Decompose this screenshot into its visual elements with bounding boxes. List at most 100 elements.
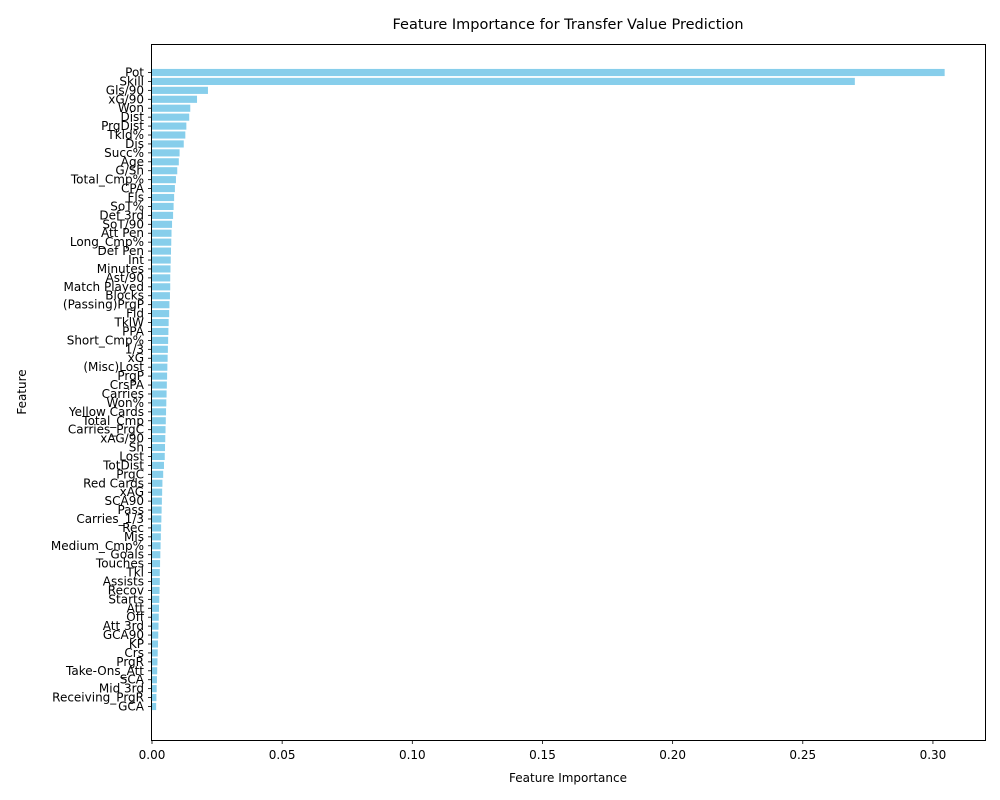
y-tick-label: 1/3 (125, 342, 144, 356)
y-tick-label: PrgDist (101, 119, 144, 133)
y-tick-label: Receiving_PrgR (52, 691, 144, 705)
y-tick-label: CrsPA (110, 378, 145, 392)
bar-46 (152, 479, 163, 487)
y-tick-label: TotDist (102, 458, 144, 472)
y-tick-label: PrgR (116, 655, 144, 669)
bar-11 (152, 167, 178, 175)
y-tick-label: Fld (126, 307, 144, 321)
bar-30 (152, 336, 169, 344)
y-tick-label: Carries (102, 387, 144, 401)
y-tick-label: Red Cards (83, 476, 144, 490)
y-tick-label: Pot (125, 66, 144, 80)
y-tick-label: Ast/90 (106, 271, 144, 285)
y-tick-label: xAG/90 (100, 432, 144, 446)
y-tick-label: xG (128, 351, 144, 365)
bar-14 (152, 193, 175, 202)
bar-60 (152, 604, 160, 612)
y-tick-label: Match Played (64, 280, 144, 294)
bar-47 (152, 488, 163, 496)
bar-1 (152, 77, 855, 86)
y-tick-label: TklW (114, 316, 145, 330)
x-tick-label: 0.00 (139, 748, 166, 762)
y-axis-ticks: PotSkillGls/90xG/90WonDistPrgDistTkld%Di… (51, 66, 152, 714)
x-tick-label: 0.15 (529, 748, 556, 762)
y-tick-label: Recov (108, 583, 144, 597)
bar-17 (152, 220, 173, 228)
x-axis-title: Feature Importance (509, 771, 627, 785)
y-tick-label: Assists (103, 574, 144, 588)
y-tick-label: Def Pen (98, 244, 144, 258)
bar-5 (152, 113, 190, 121)
bar-23 (152, 274, 171, 282)
y-tick-label: Gls/90 (106, 83, 144, 97)
bar-4 (152, 104, 191, 112)
y-tick-label: Blocks (105, 289, 144, 303)
bar-9 (152, 149, 180, 157)
y-tick-label: GCA (118, 700, 145, 714)
bars-group (152, 68, 945, 711)
bar-68 (152, 676, 157, 684)
bar-52 (152, 533, 161, 541)
y-tick-label: Won% (106, 396, 144, 410)
y-tick-label: Long_Cmp% (70, 235, 144, 249)
bar-44 (152, 461, 164, 469)
y-tick-label: Off (126, 610, 144, 624)
y-axis-title: Feature (15, 369, 29, 414)
bar-45 (152, 470, 164, 478)
bar-67 (152, 667, 158, 675)
y-tick-label: Rec (122, 521, 144, 535)
bar-66 (152, 658, 158, 666)
bar-0 (152, 68, 945, 77)
bar-71 (152, 702, 157, 711)
bar-39 (152, 417, 166, 425)
y-tick-label: Dist (120, 110, 144, 124)
bar-2 (152, 86, 208, 94)
bar-21 (152, 256, 171, 264)
y-tick-label: SoT% (110, 199, 144, 213)
y-tick-label: Total_Cmp (81, 414, 144, 428)
y-tick-label: Succ% (104, 146, 144, 160)
bar-26 (152, 301, 170, 309)
y-tick-label: Starts (108, 592, 144, 606)
y-tick-label: Att (127, 601, 145, 615)
y-tick-label: PrgC (116, 467, 144, 481)
y-tick-label: (Passing)PrgP (63, 298, 144, 312)
bar-49 (152, 506, 162, 514)
y-tick-label: G/Sh (115, 164, 144, 178)
x-tick-label: 0.20 (659, 748, 686, 762)
bar-40 (152, 426, 166, 434)
bar-51 (152, 524, 162, 532)
bar-15 (152, 202, 174, 211)
y-tick-label: Fls (128, 191, 145, 205)
bar-63 (152, 631, 159, 639)
y-tick-label: Dis (125, 137, 144, 151)
bar-42 (152, 443, 166, 452)
bar-12 (152, 176, 176, 184)
y-tick-label: xAG (120, 485, 144, 499)
bar-19 (152, 238, 172, 246)
bar-61 (152, 613, 159, 621)
bar-56 (152, 568, 160, 577)
bar-57 (152, 577, 160, 586)
bar-16 (152, 211, 174, 219)
y-tick-label: CPA (121, 182, 145, 196)
bar-53 (152, 542, 161, 550)
bar-6 (152, 122, 187, 130)
y-tick-label: PrgP (117, 369, 144, 383)
bar-59 (152, 595, 160, 603)
bar-24 (152, 283, 171, 291)
bar-54 (152, 551, 161, 559)
x-tick-label: 0.25 (789, 748, 816, 762)
bar-41 (152, 435, 166, 443)
bar-70 (152, 693, 157, 702)
y-tick-label: Touches (95, 557, 144, 571)
bar-8 (152, 140, 184, 148)
plot-area-frame (151, 44, 986, 741)
y-tick-label: Carries_PrgC (68, 423, 144, 437)
bar-65 (152, 649, 158, 657)
y-tick-label: SCA90 (105, 494, 144, 508)
y-tick-label: (Misc)Lost (83, 360, 144, 374)
bar-7 (152, 131, 186, 139)
y-tick-label: Pass (117, 503, 144, 517)
